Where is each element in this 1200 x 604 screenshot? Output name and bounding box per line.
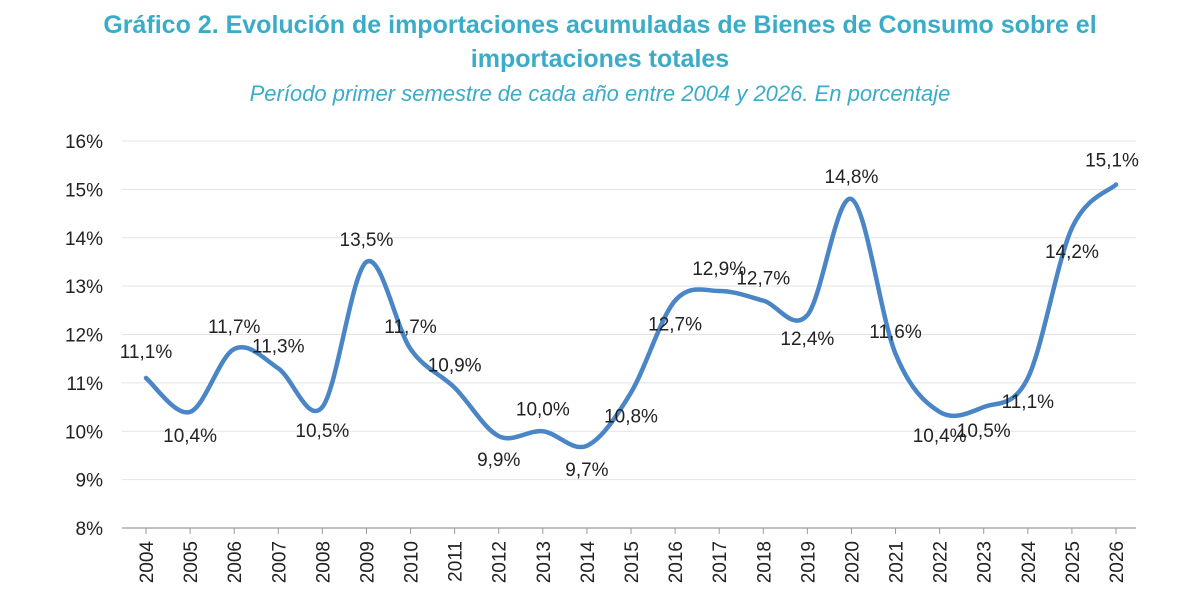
data-label: 9,9% (477, 450, 520, 471)
data-label: 10,4% (163, 426, 217, 447)
data-label: 9,7% (565, 460, 608, 481)
chart-title-line-1: Gráfico 2. Evolución de importaciones ac… (103, 11, 1097, 39)
x-tick-label: 2012 (490, 541, 511, 583)
data-label: 11,1% (1002, 392, 1055, 413)
y-tick-label: 15% (65, 180, 103, 201)
y-tick-label: 12% (65, 326, 103, 347)
x-tick-label: 2021 (887, 541, 908, 583)
x-tick-label: 2025 (1063, 541, 1084, 583)
data-label: 12,4% (780, 329, 834, 350)
data-label: 12,7% (736, 269, 790, 290)
y-axis: 8% 9% 10% 11% 12% 13% 14% 15% 16% (65, 132, 103, 540)
data-label: 10,5% (957, 421, 1011, 442)
data-label: 10,9% (428, 356, 482, 377)
x-tick-label: 2026 (1107, 541, 1128, 583)
x-tick-label: 2018 (754, 541, 775, 583)
x-tick-label: 2014 (578, 541, 599, 584)
data-label: 10,4% (913, 426, 967, 447)
x-tick-label: 2007 (269, 541, 290, 583)
data-label: 11,7% (208, 317, 261, 338)
chart-title: Gráfico 2. Evolución de importaciones ac… (0, 8, 1200, 76)
x-tick-label: 2013 (534, 541, 555, 583)
data-label: 11,7% (384, 317, 437, 338)
x-tick-label: 2011 (446, 541, 467, 582)
data-labels: 11,1%10,4%11,7%11,3%10,5%13,5%11,7%10,9%… (120, 151, 1139, 481)
x-tick-label: 2017 (710, 541, 731, 583)
y-tick-label: 13% (65, 277, 103, 298)
x-tick-label: 2023 (975, 541, 996, 583)
x-tick-label: 2024 (1019, 541, 1040, 584)
y-tick-label: 14% (65, 229, 103, 250)
data-label: 14,8% (825, 167, 879, 188)
x-tick-label: 2008 (313, 541, 334, 583)
data-label: 10,5% (295, 421, 349, 442)
x-tick-label: 2005 (181, 541, 202, 583)
x-tick-label: 2022 (931, 541, 952, 583)
data-label: 10,8% (604, 407, 658, 428)
x-tick-label: 2019 (798, 541, 819, 583)
x-tick-label: 2020 (842, 541, 863, 583)
data-label: 12,9% (692, 259, 746, 280)
data-label: 11,6% (869, 322, 922, 343)
y-tick-label: 8% (76, 519, 104, 540)
x-tick-label: 2015 (622, 541, 643, 583)
y-tick-label: 10% (65, 422, 103, 443)
x-tick-label: 2004 (137, 541, 158, 584)
series-line-group (143, 182, 1119, 450)
x-tick-label: 2006 (225, 541, 246, 583)
x-tick-label: 2009 (357, 541, 378, 583)
data-label: 12,7% (648, 315, 702, 336)
x-tick-label: 2016 (666, 541, 687, 583)
chart-title-line-2: importaciones totales (470, 45, 730, 73)
chart-subtitle: Período primer semestre de cada año entr… (249, 81, 951, 106)
y-tick-label: 9% (76, 471, 104, 492)
data-label: 13,5% (340, 230, 394, 251)
data-label: 11,1% (120, 342, 173, 363)
y-tick-label: 11% (66, 374, 103, 395)
data-label: 11,3% (252, 336, 305, 357)
data-label: 10,0% (516, 399, 570, 420)
series-line (143, 182, 1119, 450)
x-tick-label: 2010 (402, 541, 423, 583)
data-label: 14,2% (1045, 242, 1099, 263)
data-label: 15,1% (1085, 151, 1139, 172)
y-tick-label: 16% (65, 132, 103, 153)
x-axis: 2004 2005 2006 2007 2008 2009 2010 2011 2012 2013… (122, 527, 1136, 584)
